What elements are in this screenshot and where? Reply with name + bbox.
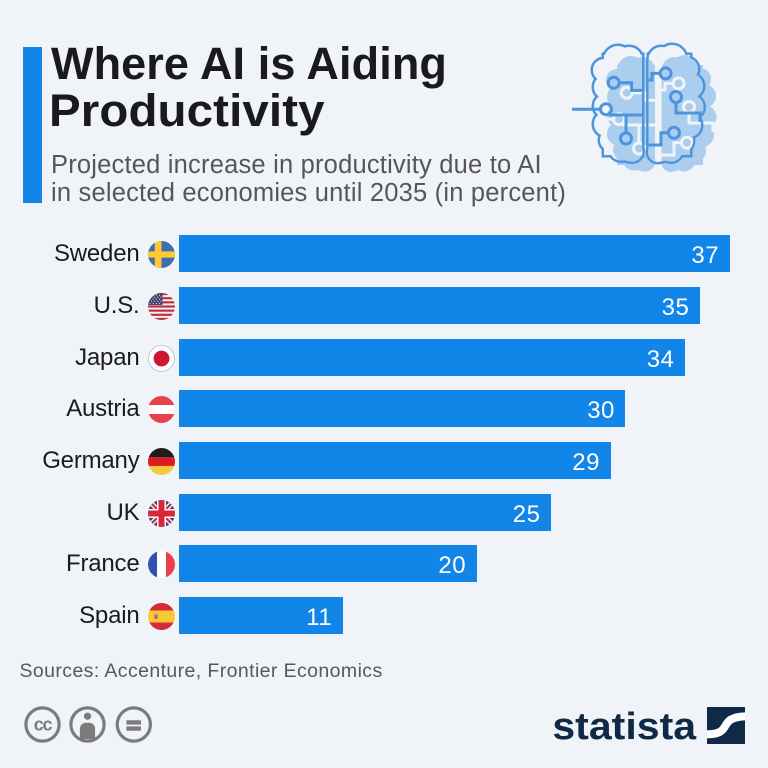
svg-text:cc: cc [34, 715, 53, 735]
